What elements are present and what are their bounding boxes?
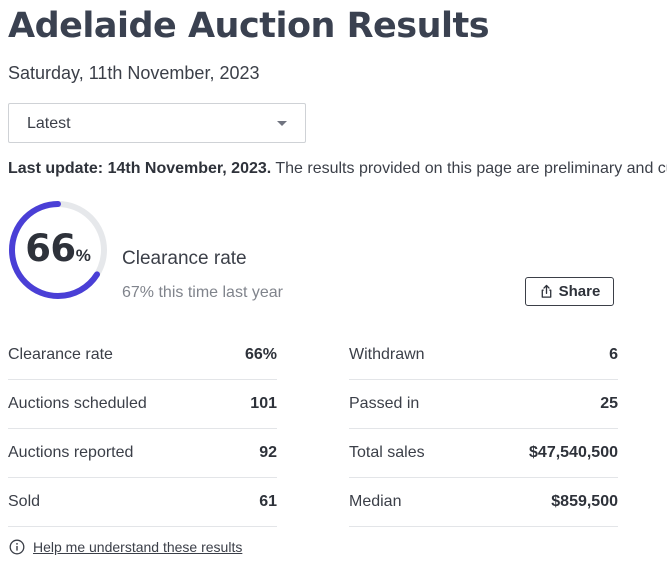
clearance-gauge xyxy=(9,201,107,299)
share-icon xyxy=(541,284,552,298)
stat-value: 66% xyxy=(244,346,277,363)
stat-row-passed-in: Passed in 25 xyxy=(349,380,618,429)
stat-value: 6 xyxy=(609,346,618,363)
auction-date: Saturday, 11th November, 2023 xyxy=(8,63,260,83)
info-icon xyxy=(9,539,25,555)
stat-value: 92 xyxy=(259,444,277,461)
stat-row-auctions-scheduled: Auctions scheduled 101 xyxy=(8,380,277,429)
stat-label: Passed in xyxy=(349,395,420,412)
stat-row-clearance-rate: Clearance rate 66% xyxy=(8,331,277,380)
stat-row-auctions-reported: Auctions reported 92 xyxy=(8,429,277,478)
stat-label: Withdrawn xyxy=(349,346,425,363)
stat-label: Auctions reported xyxy=(8,444,134,461)
stat-value: 25 xyxy=(600,395,618,412)
page-title: Adelaide Auction Results xyxy=(8,6,490,46)
stat-value: $859,500 xyxy=(551,493,618,510)
stat-label: Auctions scheduled xyxy=(8,395,147,412)
results-period-select[interactable]: Latest xyxy=(8,103,306,143)
chevron-down-icon xyxy=(277,121,287,126)
stat-value: 101 xyxy=(250,395,277,412)
gauge-percent-sign: % xyxy=(75,246,91,265)
help-section: Help me understand these results xyxy=(9,539,242,555)
gauge-number: 66 xyxy=(25,227,76,270)
stat-label: Sold xyxy=(8,493,41,510)
gauge-arc xyxy=(9,201,107,299)
stat-value: 61 xyxy=(259,493,277,510)
share-button[interactable]: Share xyxy=(525,277,614,306)
stat-value: $47,540,500 xyxy=(529,444,618,461)
share-label: Share xyxy=(558,283,601,300)
last-year-comparison: 67% this time last year xyxy=(122,284,283,301)
update-notice: Last update: 14th November, 2023. The re… xyxy=(8,160,667,178)
stat-label: Clearance rate xyxy=(8,346,113,363)
stats-left: Clearance rate 66% Auctions scheduled 10… xyxy=(8,331,277,527)
stat-row-sold: Sold 61 xyxy=(8,478,277,527)
stat-row-total-sales: Total sales $47,540,500 xyxy=(349,429,618,478)
help-link[interactable]: Help me understand these results xyxy=(33,539,243,555)
clearance-rate-label: Clearance rate xyxy=(122,248,247,269)
select-value: Latest xyxy=(27,115,71,132)
stat-label: Median xyxy=(349,493,402,510)
stat-row-median: Median $859,500 xyxy=(349,478,618,527)
stats-right: Withdrawn 6 Passed in 25 Total sales $47… xyxy=(349,331,618,527)
stat-label: Total sales xyxy=(349,444,425,461)
notice-text: The results provided on this page are pr… xyxy=(271,160,667,177)
stat-row-withdrawn: Withdrawn 6 xyxy=(349,331,618,380)
last-update-label: Last update: 14th November, 2023. xyxy=(8,160,272,177)
gauge-value: 66% xyxy=(7,227,109,270)
